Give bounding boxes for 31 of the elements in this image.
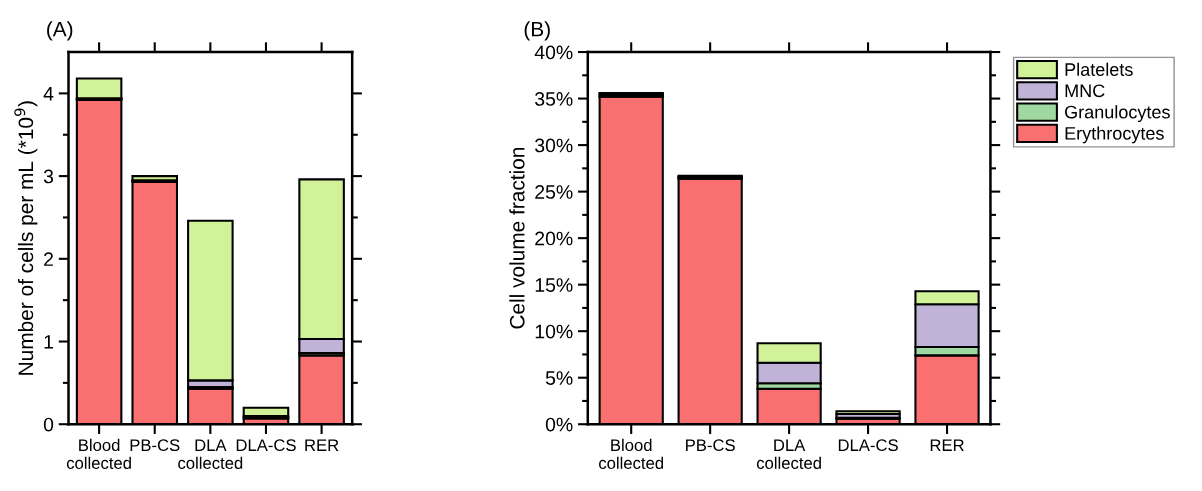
y-tick-label: 5%	[545, 371, 573, 385]
x-tick-label: Blood collected	[66, 438, 131, 469]
x-tick-label: PB-CS	[130, 439, 180, 452]
x-tick-label: Blood collected	[599, 438, 664, 469]
y-tick-label: 4	[43, 87, 54, 101]
y-tick-label: 1	[44, 335, 53, 349]
x-tick-label: PB-CS	[686, 439, 735, 452]
legend-label: Platelets	[1065, 62, 1133, 76]
y-tick-label: 20%	[535, 231, 573, 246]
y-tick-label: 3	[43, 169, 54, 184]
y-tick-label: 30%	[535, 138, 573, 153]
legend-label: MNC	[1065, 84, 1105, 98]
x-tick-label: DLA collected	[756, 439, 821, 469]
x-tick-label: RER	[930, 439, 964, 451]
y-tick-label: 0%	[545, 417, 573, 432]
y-axis-title: Cell volume fraction	[509, 148, 525, 329]
y-tick-label: 2	[44, 252, 53, 266]
y-axis-title: Number of cells per mL (*10$^{9}$)	[14, 101, 38, 375]
x-tick-label: RER	[305, 439, 339, 451]
chart-title: (B)	[524, 21, 550, 41]
y-tick-label: 10%	[535, 324, 573, 339]
y-tick-label: 0	[43, 417, 54, 432]
chart-title: (A)	[47, 21, 73, 41]
y-tick-label: 40%	[534, 45, 573, 60]
legend-label: Granulocytes	[1065, 105, 1170, 123]
y-tick-label: 35%	[535, 92, 573, 106]
x-tick-label: DLA-CS	[236, 439, 296, 452]
y-tick-label: 15%	[535, 278, 573, 292]
x-tick-label: DLA-CS	[838, 439, 898, 452]
y-tick-label: 25%	[535, 185, 573, 199]
legend-label: Erythrocytes	[1065, 126, 1164, 144]
